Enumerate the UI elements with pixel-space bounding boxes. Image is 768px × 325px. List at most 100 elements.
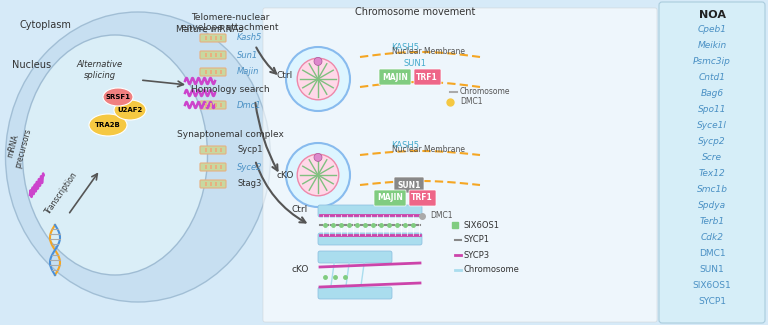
Text: SYCP1: SYCP1 [463,236,489,244]
Text: DMC1: DMC1 [460,98,482,107]
FancyBboxPatch shape [374,190,406,206]
Circle shape [314,153,322,162]
Bar [210,182,212,186]
Text: Transcription: Transcription [44,170,80,216]
Bar [205,36,207,40]
Text: SYCP3: SYCP3 [463,251,489,259]
FancyBboxPatch shape [200,34,226,42]
Text: MAJIN: MAJIN [377,193,403,202]
Ellipse shape [103,88,133,106]
Text: mRNA
precursors: mRNA precursors [3,125,33,169]
Text: Bag6: Bag6 [700,89,723,98]
Bar [205,103,207,107]
Ellipse shape [89,114,127,136]
Text: KASH5: KASH5 [391,43,419,51]
Text: U2AF2: U2AF2 [118,107,143,113]
Text: Cntd1: Cntd1 [699,73,726,83]
Text: Syce2: Syce2 [237,162,263,172]
Text: NOA: NOA [699,10,726,20]
Ellipse shape [5,12,270,302]
FancyBboxPatch shape [318,287,392,299]
Text: SUN1: SUN1 [403,59,426,69]
Text: SIX6OS1: SIX6OS1 [693,281,731,291]
FancyBboxPatch shape [200,163,226,171]
Text: Homology search: Homology search [190,85,270,94]
FancyBboxPatch shape [200,146,226,154]
FancyBboxPatch shape [200,51,226,59]
Bar [210,165,212,169]
Ellipse shape [114,100,146,120]
Text: cKO: cKO [291,266,309,275]
Bar [220,165,222,169]
Text: Kash5: Kash5 [237,33,263,43]
Text: Nucleus: Nucleus [12,60,51,70]
Circle shape [286,47,350,111]
Bar [205,53,207,57]
Bar [210,36,212,40]
FancyBboxPatch shape [394,177,424,193]
FancyBboxPatch shape [318,233,422,245]
Text: Sun1: Sun1 [237,50,258,59]
Text: TRF1: TRF1 [416,72,438,82]
Bar [210,53,212,57]
Text: SRSF1: SRSF1 [105,94,131,100]
Bar [220,182,222,186]
Text: Chromosome: Chromosome [463,266,519,275]
Text: Dmc1: Dmc1 [237,100,262,110]
Text: Cdk2: Cdk2 [700,233,723,242]
Text: Sycp1: Sycp1 [237,146,263,154]
Text: Meikin: Meikin [697,42,727,50]
Text: SYCP1: SYCP1 [698,297,726,306]
Text: MAJIN: MAJIN [382,72,408,82]
Bar [220,103,222,107]
Text: Chromosome: Chromosome [460,87,511,97]
Text: SIX6OS1: SIX6OS1 [463,220,499,229]
Bar [220,70,222,74]
Text: Spdya: Spdya [698,202,726,211]
Text: TRF1: TRF1 [411,193,433,202]
Bar [215,165,217,169]
Text: Terb1: Terb1 [700,217,724,227]
Bar [210,148,212,152]
Text: SUN1: SUN1 [397,180,421,189]
Text: Chromosome movement: Chromosome movement [355,7,475,17]
FancyBboxPatch shape [263,8,657,322]
Text: DMC1: DMC1 [699,250,725,258]
Bar [205,70,207,74]
Text: Ctrl: Ctrl [277,71,293,80]
Circle shape [286,143,350,207]
Text: SUN1: SUN1 [700,266,724,275]
Bar [215,182,217,186]
FancyBboxPatch shape [379,69,411,85]
Text: KASH5: KASH5 [391,140,419,150]
Bar [205,165,207,169]
Text: Tex12: Tex12 [699,170,725,178]
Text: Alternative
splicing: Alternative splicing [77,60,123,80]
Bar [205,148,207,152]
Text: Telomere-nuclear
envelope attachment: Telomere-nuclear envelope attachment [181,13,279,32]
Text: Scre: Scre [702,153,722,162]
FancyBboxPatch shape [318,205,422,217]
Text: Synaptonemal complex: Synaptonemal complex [177,130,283,139]
Text: Syce1l: Syce1l [697,122,727,131]
Text: Ctrl: Ctrl [292,205,308,214]
Circle shape [314,58,322,65]
FancyBboxPatch shape [200,68,226,76]
FancyBboxPatch shape [409,190,436,206]
FancyBboxPatch shape [318,251,392,263]
FancyBboxPatch shape [414,69,441,85]
Text: Cytoplasm: Cytoplasm [19,20,71,30]
Bar [215,103,217,107]
Circle shape [297,58,339,100]
FancyBboxPatch shape [200,101,226,109]
Text: cKO: cKO [276,171,293,179]
Bar [220,148,222,152]
Ellipse shape [22,35,207,275]
Text: Nuclear Membrane: Nuclear Membrane [392,47,465,57]
Text: Sycp2: Sycp2 [698,137,726,147]
Text: Psmc3ip: Psmc3ip [693,58,731,67]
Bar [210,70,212,74]
Text: Nuclear Membrane: Nuclear Membrane [392,146,465,154]
FancyBboxPatch shape [659,2,765,323]
Bar [220,53,222,57]
